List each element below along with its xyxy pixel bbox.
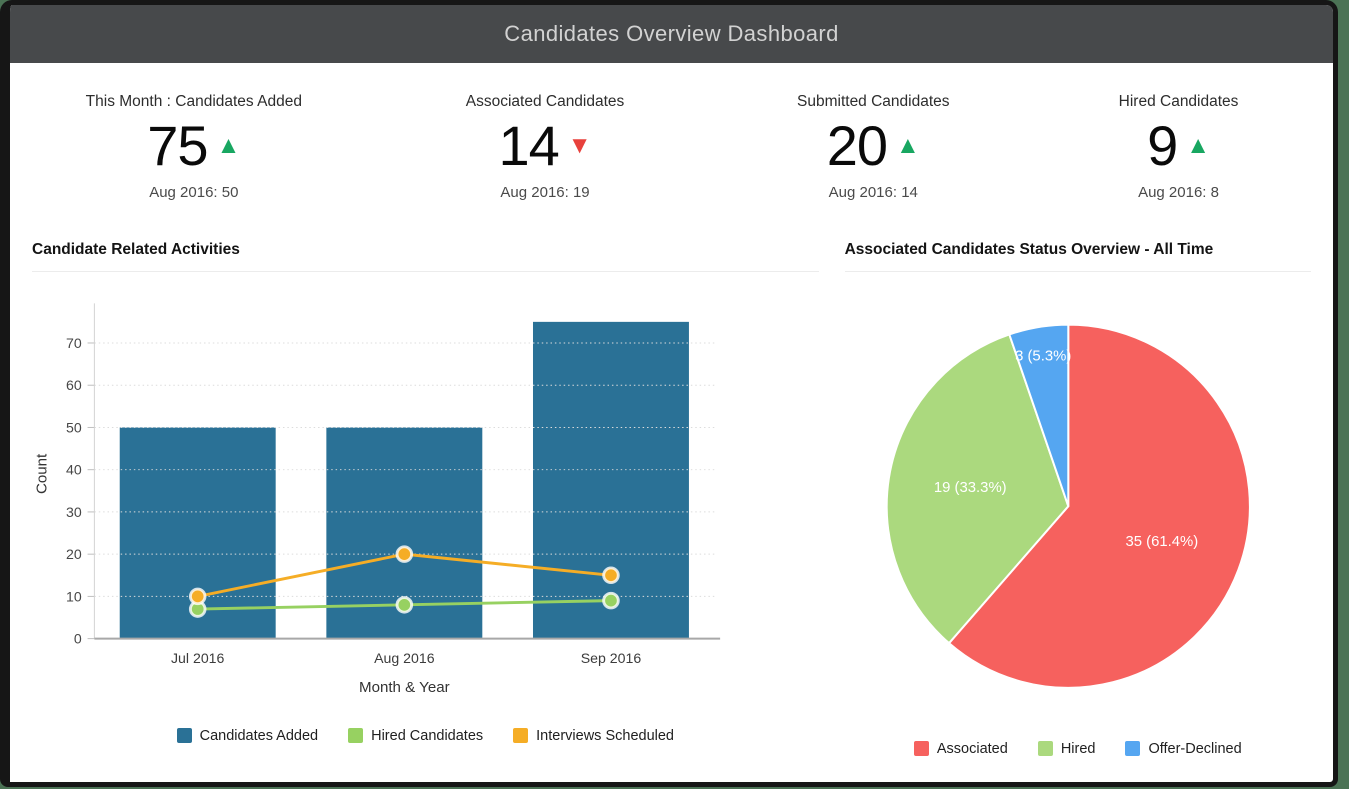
kpi-value-row: 20 ▲ [712,117,1034,174]
kpi-value: 14 [498,114,560,177]
pie-slice-associated[interactable] [947,323,1251,689]
kpi-card-candidates-added: This Month : Candidates Added 75 ▲ Aug 2… [10,93,378,201]
kpi-card-submitted-candidates: Submitted Candidates 20 ▲ Aug 2016: 14 [712,93,1034,201]
x-axis-label: Month & Year [359,679,450,696]
legend-item[interactable]: Interviews Scheduled [513,728,674,744]
panel-title: Candidate Related Activities [32,227,819,273]
bar-chart-legend: Candidates Added Hired Candidates Interv… [32,728,819,744]
kpi-card-hired-candidates: Hired Candidates 9 ▲ Aug 2016: 8 [1034,93,1323,201]
legend-item[interactable]: Hired Candidates [348,728,483,744]
legend-label: Offer-Declined [1148,740,1242,757]
pie-chart-svg: 35 (61.4%) 19 (33.3%) 3 (5.3%) [885,323,1251,689]
y-tick-label: 50 [66,419,82,435]
legend-swatch [513,728,529,744]
bar-chart-panel: Candidate Related Activities 0 10 20 30 40 50… [32,227,819,757]
kpi-value: 20 [826,114,888,177]
kpi-value: 75 [147,114,208,177]
legend-item[interactable]: Associated [913,740,1008,757]
y-tick-label: 0 [74,631,82,647]
pie-slice-hired[interactable] [885,333,1069,645]
kpi-value-row: 75 ▲ [10,117,378,174]
kpi-row: This Month : Candidates Added 75 ▲ Aug 2… [10,63,1333,227]
legend-item[interactable]: Candidates Added [176,727,319,744]
pie-slice-label: 35 (61.4%) [1125,534,1198,550]
trend-icon: ▲ [1186,131,1210,159]
legend-item[interactable]: Offer-Declined [1125,740,1242,757]
line-marker [395,545,414,564]
pie-slice-label: 3 (5.3%) [1015,349,1071,365]
page-title: Candidates Overview Dashboard [504,21,839,46]
line-marker [395,596,414,614]
x-tick-label: Sep 2016 [581,650,642,666]
kpi-label: Submitted Candidates [797,93,950,110]
x-tick-label: Aug 2016 [374,650,435,666]
kpi-subtext: Aug 2016: 50 [149,184,239,202]
charts-row: Candidate Related Activities 0 10 20 30 40 50… [10,227,1333,757]
legend-label: Candidates Added [199,727,319,744]
legend-label: Interviews Scheduled [536,727,674,744]
line-marker [188,587,207,606]
y-axis-label: Count [34,453,51,494]
kpi-label: Associated Candidates [465,93,625,110]
y-tick-label: 20 [66,546,82,562]
pie-slice-offer-declined[interactable] [1007,323,1069,508]
legend-swatch [176,728,192,744]
pie-chart-legend: Associated Hired Offer-Declined [845,741,1311,757]
y-tick-label: 10 [66,588,82,604]
bar-chart-svg: 0 10 20 30 40 50 60 70 Jul 2016 Aug 2016 Sep 2016 M… [34,303,721,696]
legend-swatch [913,741,929,757]
kpi-subtext: Aug 2016: 14 [828,184,918,202]
kpi-value: 9 [1147,114,1178,177]
kpi-label: This Month : Candidates Added [85,93,302,110]
legend-label: Hired Candidates [371,727,484,744]
legend-swatch [1125,741,1141,757]
y-tick-label: 40 [66,462,82,478]
window-header: Candidates Overview Dashboard [10,5,1333,63]
x-tick-label: Jul 2016 [171,650,225,666]
legend-label: Hired [1060,740,1096,757]
line-marker [602,591,620,610]
kpi-subtext: Aug 2016: 8 [1138,184,1219,202]
kpi-card-associated-candidates: Associated Candidates 14 ▼ Aug 2016: 19 [378,93,713,201]
trend-icon: ▲ [216,131,241,159]
legend-item[interactable]: Hired [1037,740,1096,757]
kpi-subtext: Aug 2016: 19 [500,184,590,202]
legend-swatch [1037,741,1053,757]
bar[interactable] [532,321,689,639]
legend-label: Associated [936,740,1008,757]
y-tick-label: 30 [66,504,82,520]
kpi-value-row: 9 ▲ [1034,117,1323,174]
kpi-value-row: 14 ▼ [378,117,713,174]
line-marker [602,566,620,585]
panel-title: Associated Candidates Status Overview - … [844,227,1311,273]
pie-chart-panel: Associated Candidates Status Overview - … [844,227,1311,757]
legend-swatch [348,728,364,744]
kpi-label: Hired Candidates [1118,93,1239,110]
trend-icon: ▲ [896,131,920,159]
y-tick-label: 60 [66,377,82,393]
y-tick-label: 70 [66,335,82,351]
trend-icon: ▼ [567,131,592,159]
pie-slice-label: 19 (33.3%) [933,480,1006,496]
